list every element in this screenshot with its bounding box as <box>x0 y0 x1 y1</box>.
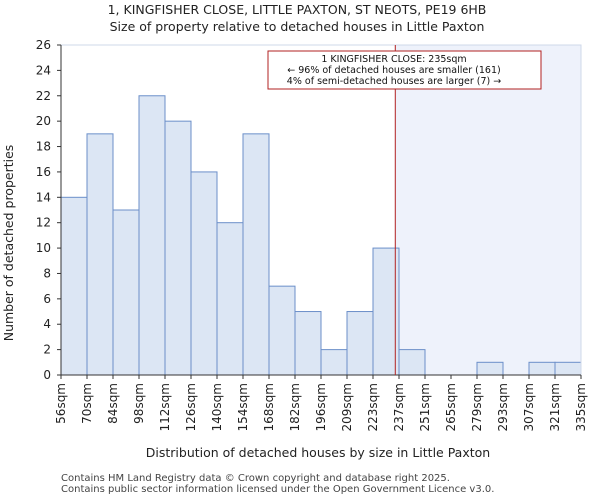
y-axis-label: Number of detached properties <box>1 145 16 342</box>
y-tick-label: 26 <box>36 38 51 52</box>
y-tick-label: 4 <box>43 317 51 331</box>
bar-112sqm <box>164 120 192 376</box>
x-tick-label: 321sqm <box>548 383 562 431</box>
x-tick-label: 70sqm <box>80 383 94 424</box>
bar-209sqm <box>346 311 374 376</box>
x-tick-label: 223sqm <box>366 383 380 431</box>
bar-307sqm <box>528 361 556 376</box>
x-tick-label: 84sqm <box>106 383 120 424</box>
x-tick-label: 279sqm <box>470 383 484 431</box>
bar-237sqm <box>398 349 426 376</box>
bar-140sqm <box>216 222 244 376</box>
bar-98sqm <box>138 95 166 376</box>
y-tick-label: 8 <box>43 266 51 280</box>
y-tick-label: 6 <box>43 292 51 306</box>
y-tick-label: 14 <box>36 190 51 204</box>
x-tick-label: 56sqm <box>54 383 68 424</box>
bar-321sqm <box>554 361 582 376</box>
y-tick-label: 18 <box>36 140 51 154</box>
x-tick-label: 209sqm <box>340 383 354 431</box>
y-tick-label: 20 <box>36 114 51 128</box>
x-tick-label: 126sqm <box>184 383 198 431</box>
footer-line-1: Contains HM Land Registry data © Crown c… <box>61 473 450 484</box>
x-tick-label: 112sqm <box>158 383 172 431</box>
x-tick-label: 265sqm <box>444 383 458 431</box>
annotation-frame <box>267 50 542 90</box>
x-tick-label: 98sqm <box>132 383 146 424</box>
x-tick-label: 182sqm <box>288 383 302 431</box>
x-tick-label: 168sqm <box>262 383 276 431</box>
footer-line-2: Contains public sector information licen… <box>61 484 495 495</box>
shaded-region <box>395 45 581 375</box>
y-tick-label: 12 <box>36 216 51 230</box>
x-axis-label: Distribution of detached houses by size … <box>146 445 490 460</box>
annotation-line-1: 1 KINGFISHER CLOSE: 235sqm <box>321 54 466 65</box>
y-tick-label: 24 <box>36 63 51 77</box>
x-tick-label: 237sqm <box>392 383 406 431</box>
bar-196sqm <box>320 349 348 376</box>
y-tick-label: 16 <box>36 165 51 179</box>
chart-title: 1, KINGFISHER CLOSE, LITTLE PAXTON, ST N… <box>108 2 487 17</box>
chart-subtitle: Size of property relative to detached ho… <box>110 19 485 34</box>
bar-70sqm <box>86 133 114 376</box>
annotation-line-2: ← 96% of detached houses are smaller (16… <box>287 65 500 76</box>
bar-168sqm <box>268 285 296 376</box>
x-axis-ticks: 56sqm 70sqm 84sqm 98sqm 112sqm 126sqm 140sqm 15… <box>54 375 588 431</box>
x-tick-label: 196sqm <box>314 383 328 431</box>
bar-group <box>60 95 582 376</box>
bar-56sqm <box>60 196 88 376</box>
bar-279sqm <box>476 361 504 376</box>
y-tick-label: 22 <box>36 89 51 103</box>
bar-126sqm <box>190 171 218 376</box>
y-tick-label: 10 <box>36 241 51 255</box>
y-tick-label: 0 <box>43 368 51 382</box>
x-tick-label: 307sqm <box>522 383 536 431</box>
annotation-box: 1 KINGFISHER CLOSE: 235sqm ← 96% of deta… <box>267 50 542 90</box>
x-tick-label: 335sqm <box>574 383 588 431</box>
x-tick-label: 140sqm <box>210 383 224 431</box>
x-tick-label: 251sqm <box>418 383 432 431</box>
x-tick-label: 293sqm <box>496 383 510 431</box>
x-tick-label: 154sqm <box>236 383 250 431</box>
bar-84sqm <box>112 209 140 376</box>
bar-154sqm <box>242 133 270 376</box>
histogram-chart: 1, KINGFISHER CLOSE, LITTLE PAXTON, ST N… <box>1 2 588 460</box>
y-tick-label: 2 <box>43 343 51 357</box>
bar-182sqm <box>294 311 322 376</box>
annotation-line-3: 4% of semi-detached houses are larger (7… <box>287 76 501 87</box>
